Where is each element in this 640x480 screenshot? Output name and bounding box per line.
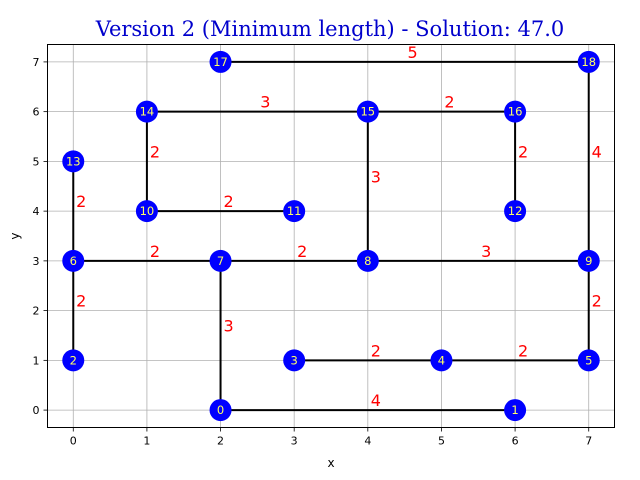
node-13 — [62, 150, 85, 173]
node-1 — [504, 399, 527, 422]
node-label: 14 — [140, 105, 155, 119]
x-tick-label: 4 — [364, 435, 371, 448]
node-17 — [209, 50, 232, 73]
edge-weight-label: 5 — [408, 43, 418, 62]
node-label: 12 — [508, 204, 523, 218]
x-tick-label: 6 — [512, 435, 519, 448]
edge-weight-label: 4 — [592, 142, 602, 161]
edge-weight-label: 2 — [371, 341, 381, 360]
edge-weight-label: 2 — [518, 142, 528, 161]
node-label: 17 — [213, 55, 228, 69]
edge-weights: 4 3 2 2 2 2 2 2 2 3 3 4 2 2 2 3 2 5 — [76, 43, 602, 410]
edge-weight-label: 2 — [150, 142, 160, 161]
edge-weight-label: 2 — [223, 192, 233, 211]
node-label: 5 — [585, 353, 592, 367]
edge-weight-label: 2 — [76, 292, 86, 311]
node-8 — [356, 249, 379, 272]
x-tick-label: 3 — [291, 435, 298, 448]
plot-frame — [47, 44, 615, 428]
node-14 — [135, 100, 158, 123]
node-label: 7 — [217, 254, 224, 268]
node-5 — [577, 349, 600, 372]
edge-weight-label: 2 — [444, 93, 454, 112]
y-tick-label: 6 — [33, 106, 40, 119]
node-4 — [430, 349, 453, 372]
x-tick-label: 2 — [217, 435, 224, 448]
x-axis-label: x — [327, 456, 334, 470]
node-10 — [135, 200, 158, 223]
node-label: 1 — [511, 403, 518, 417]
y-tick-label: 0 — [33, 404, 40, 417]
node-7 — [209, 249, 232, 272]
node-label: 6 — [70, 254, 77, 268]
x-tick-label: 7 — [585, 435, 592, 448]
y-tick-label: 3 — [33, 255, 40, 268]
y-tick-label: 1 — [33, 354, 40, 367]
node-12 — [504, 200, 527, 223]
node-18 — [577, 50, 600, 73]
y-tick-label: 7 — [33, 56, 40, 69]
y-axis-label: y — [8, 232, 22, 239]
edge-weight-label: 2 — [150, 242, 160, 261]
edge-weight-label: 3 — [223, 316, 233, 335]
node-0 — [209, 399, 232, 422]
node-6 — [62, 249, 85, 272]
node-2 — [62, 349, 85, 372]
node-label: 16 — [508, 105, 523, 119]
node-label: 10 — [140, 204, 155, 218]
edge-weight-label: 2 — [297, 242, 307, 261]
node-9 — [577, 249, 600, 272]
y-tick-label: 4 — [33, 205, 40, 218]
y-tick-label: 5 — [33, 155, 40, 168]
node-label: 11 — [287, 204, 302, 218]
edge-weight-label: 3 — [260, 93, 270, 112]
node-15 — [356, 100, 379, 123]
chart-title: Version 2 (Minimum length) - Solution: 4… — [95, 17, 565, 41]
edge-weight-label: 4 — [371, 391, 381, 410]
node-label: 9 — [585, 254, 592, 268]
node-label: 4 — [438, 353, 445, 367]
edge-weight-label: 3 — [481, 242, 491, 261]
edges — [72, 60, 590, 412]
node-label: 18 — [581, 55, 596, 69]
node-label: 2 — [70, 353, 77, 367]
node-label: 8 — [364, 254, 371, 268]
edge-weight-label: 2 — [76, 192, 86, 211]
edge-weight-label: 3 — [371, 167, 381, 186]
x-tick-label: 5 — [438, 435, 445, 448]
edge-weight-label: 2 — [592, 292, 602, 311]
node-label: 3 — [291, 353, 298, 367]
node-11 — [283, 200, 306, 223]
node-3 — [283, 349, 306, 372]
node-label: 13 — [66, 154, 81, 168]
node-label: 15 — [360, 105, 375, 119]
y-tick-label: 2 — [33, 305, 40, 318]
node-16 — [504, 100, 527, 123]
edge-weight-label: 2 — [518, 341, 528, 360]
node-label: 0 — [217, 403, 224, 417]
x-tick-label: 0 — [70, 435, 77, 448]
x-tick-label: 1 — [143, 435, 150, 448]
